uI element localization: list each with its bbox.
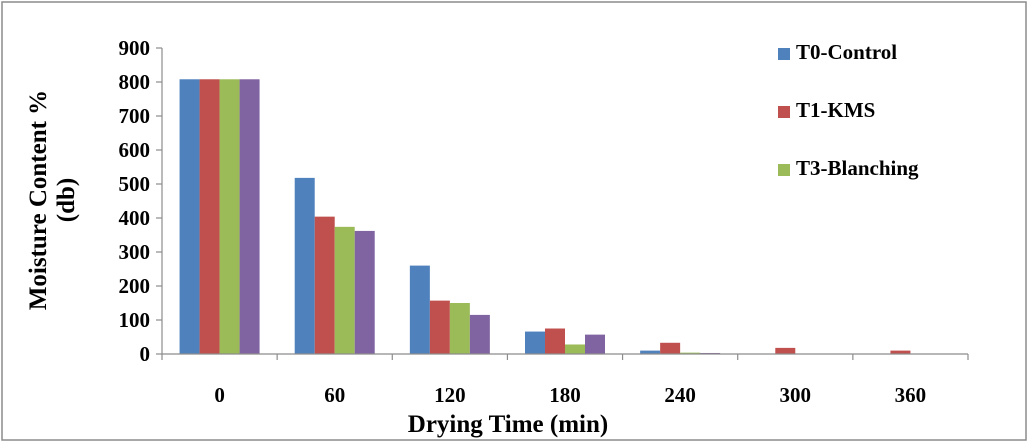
y-axis-title-line2: (db) <box>53 178 80 222</box>
y-tick-label: 400 <box>119 206 151 230</box>
legend: T0-Control T1-KMS T3-Blanching <box>778 40 919 180</box>
y-tick-label: 600 <box>119 138 151 162</box>
bar <box>449 303 470 354</box>
bar <box>354 230 375 354</box>
x-tick-label: 120 <box>434 383 466 407</box>
y-tick-label: 100 <box>119 308 151 332</box>
bar <box>239 79 260 354</box>
y-tick-label: 900 <box>119 36 151 60</box>
bar <box>525 331 545 354</box>
bar <box>660 342 681 354</box>
bar <box>680 352 701 354</box>
bar <box>219 79 240 354</box>
y-tick-label: 300 <box>119 240 151 264</box>
bar <box>585 334 605 354</box>
x-axis-title: Drying Time (min) <box>408 411 608 438</box>
legend-label: T0-Control <box>796 40 897 64</box>
x-tick-label: 180 <box>549 383 581 407</box>
bar <box>199 79 220 354</box>
bar <box>334 226 355 354</box>
x-tick-label: 60 <box>324 383 345 407</box>
y-axis-title-line1: Moisture Content % <box>25 90 52 310</box>
bar <box>429 300 450 354</box>
y-tick-label: 500 <box>119 172 151 196</box>
y-tick-label: 200 <box>119 274 151 298</box>
bar <box>469 314 490 354</box>
bar <box>890 350 911 354</box>
legend-swatch <box>778 106 790 118</box>
y-tick-label: 700 <box>119 104 151 128</box>
y-tick-label: 800 <box>119 70 151 94</box>
bar <box>179 79 200 354</box>
legend-swatch <box>778 48 790 60</box>
legend-label: T3-Blanching <box>796 156 919 180</box>
x-tick-label: 360 <box>895 383 927 407</box>
legend-swatch <box>778 164 790 176</box>
x-tick-label: 0 <box>214 383 225 407</box>
bar <box>775 347 796 354</box>
x-tick-label: 240 <box>664 383 696 407</box>
bar <box>314 216 335 354</box>
legend-label: T1-KMS <box>796 98 875 122</box>
bar <box>565 344 585 354</box>
y-axis-title: Moisture Content % (db) <box>25 90 80 310</box>
bar <box>409 265 430 354</box>
bar <box>545 328 565 354</box>
plot-area: 0 100 200 300 400 500 600 700 800 900 0 60 120 180 240… <box>119 36 969 407</box>
bar <box>294 177 315 354</box>
bar <box>640 350 661 354</box>
x-tick-label: 300 <box>780 383 812 407</box>
y-tick-label: 0 <box>140 342 151 366</box>
